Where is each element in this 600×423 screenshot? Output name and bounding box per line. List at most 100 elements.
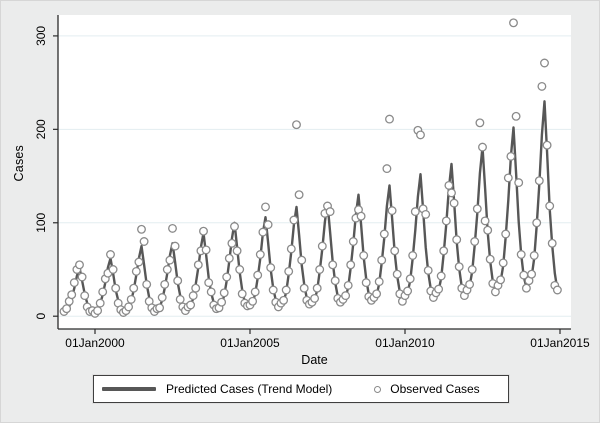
- observed-point: [206, 287, 216, 297]
- observed-point: [503, 173, 513, 183]
- observed-point: [77, 272, 87, 282]
- observed-point: [261, 202, 270, 212]
- observed-point: [341, 291, 351, 301]
- observed-point: [224, 253, 234, 263]
- observed-point: [434, 284, 444, 294]
- observed-point: [292, 120, 301, 130]
- observed-point: [155, 303, 165, 313]
- observed-point: [408, 251, 418, 260]
- observed-point: [511, 111, 521, 121]
- observed-point: [390, 246, 400, 256]
- observed-point: [403, 286, 413, 296]
- observed-point: [129, 283, 139, 293]
- observed-point: [173, 276, 183, 286]
- observed-point: [315, 265, 325, 274]
- observed-point: [470, 237, 480, 246]
- observed-point: [75, 260, 84, 270]
- observed-point: [359, 251, 369, 260]
- observed-point: [405, 274, 415, 284]
- x-axis-title: Date: [301, 353, 328, 367]
- observed-point: [475, 118, 485, 128]
- observed-point: [436, 271, 446, 281]
- legend-label-observed: Observed Cases: [390, 382, 480, 396]
- observed-point: [483, 225, 493, 235]
- observed-point: [235, 265, 245, 274]
- observed-point: [286, 244, 296, 254]
- observed-point: [106, 250, 115, 259]
- observed-point: [423, 265, 433, 275]
- observed-point: [545, 201, 555, 211]
- observed-point: [170, 241, 180, 251]
- observed-point: [201, 245, 211, 255]
- observed-point: [382, 164, 392, 174]
- observed-point: [532, 218, 542, 228]
- observed-point: [142, 279, 152, 289]
- observed-point: [330, 276, 340, 286]
- observed-point: [268, 285, 278, 295]
- observed-point: [98, 287, 108, 297]
- observed-point: [540, 58, 549, 68]
- observed-point: [62, 304, 72, 314]
- observed-point: [421, 209, 431, 219]
- observed-point: [160, 279, 170, 289]
- observed-point: [439, 246, 449, 256]
- observed-point: [186, 300, 196, 310]
- observed-point: [175, 294, 185, 304]
- observed-point: [263, 220, 273, 230]
- observed-point: [299, 283, 309, 293]
- observed-point: [222, 272, 232, 282]
- observed-point: [361, 278, 371, 288]
- observed-point: [162, 265, 172, 274]
- observed-point: [377, 255, 387, 265]
- observed-point: [131, 266, 141, 276]
- y-tick-label: 200: [34, 119, 48, 139]
- observed-point: [255, 250, 265, 259]
- observed-point: [297, 255, 307, 265]
- observed-point: [356, 211, 366, 221]
- observed-point: [95, 298, 105, 308]
- observed-point: [137, 224, 146, 234]
- observed-point: [501, 229, 511, 239]
- observed-point: [168, 223, 177, 233]
- observed-point: [441, 216, 451, 226]
- x-tick-label: 01Jan2010: [375, 336, 435, 350]
- observed-point: [552, 285, 562, 295]
- observed-point: [485, 254, 495, 264]
- observed-point: [80, 291, 90, 301]
- observed-point: [374, 277, 384, 287]
- x-tick-label: 01Jan2015: [530, 336, 590, 350]
- y-tick-label: 0: [34, 313, 48, 320]
- observed-point: [193, 260, 203, 270]
- observed-point: [139, 237, 149, 246]
- observed-point: [227, 238, 237, 248]
- observed-point: [237, 289, 247, 299]
- observed-point: [346, 260, 356, 270]
- observed-point: [248, 296, 258, 306]
- observed-point: [188, 291, 198, 301]
- observed-point: [284, 266, 294, 276]
- observed-point: [328, 260, 338, 270]
- observed-point: [547, 238, 557, 248]
- observed-point: [534, 176, 544, 186]
- observed-point: [480, 216, 490, 226]
- observed-point: [410, 207, 420, 217]
- observed-point: [199, 226, 208, 236]
- observed-point: [527, 269, 537, 279]
- observed-point: [108, 265, 118, 274]
- observed-point: [312, 283, 322, 293]
- observed-point: [454, 262, 464, 272]
- observed-point: [379, 229, 389, 239]
- observed-point: [537, 81, 547, 91]
- observed-point: [416, 130, 425, 140]
- observed-point: [266, 263, 276, 273]
- y-tick-label: 100: [34, 212, 48, 232]
- observed-point: [509, 18, 518, 28]
- observed-point: [372, 289, 382, 299]
- observed-point: [387, 206, 397, 216]
- observed-point: [447, 188, 456, 198]
- observed-point: [219, 288, 229, 298]
- observed-point: [542, 140, 552, 150]
- legend-label-predicted: Predicted Cases (Trend Model): [166, 382, 333, 396]
- observed-point: [258, 227, 268, 237]
- observed-point: [317, 241, 327, 251]
